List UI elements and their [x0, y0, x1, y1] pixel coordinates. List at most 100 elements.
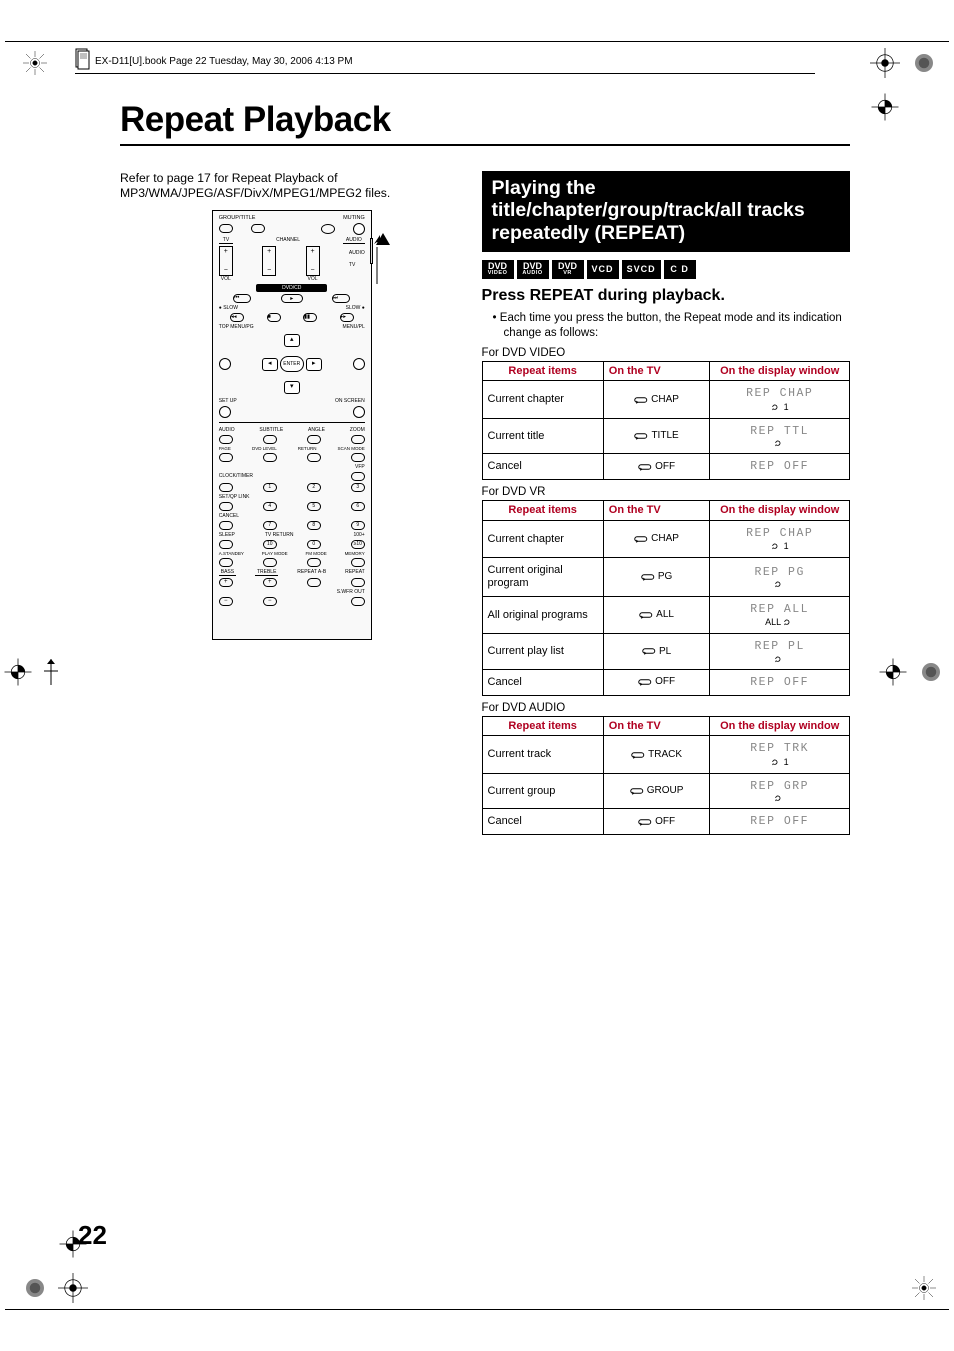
remote-control-illustration: GROUP/TITLEMUTING TVCHANNELAUDIO +−VOL +… — [212, 210, 372, 640]
remote-label: 6 — [351, 502, 365, 511]
remote-label: ZOOM — [350, 427, 365, 433]
tv-indication-cell: ALL — [603, 596, 710, 634]
repeat-table: Repeat itemsOn the TVOn the display wind… — [482, 361, 850, 481]
remote-label: TV RETURN — [265, 532, 294, 538]
remote-label: BASS — [219, 569, 236, 576]
remote-label: SET/QP LINK — [219, 494, 250, 500]
display-window-cell: REP GRP — [710, 773, 850, 808]
section-heading-box: Playing the title/chapter/group/track/al… — [482, 171, 850, 252]
repeat-icon — [771, 403, 782, 411]
right-column: Playing the title/chapter/group/track/al… — [482, 171, 850, 841]
remote-label: MUTING — [343, 215, 365, 221]
remote-label: PLAY MODE — [262, 551, 288, 556]
remote-label: TV — [219, 237, 233, 244]
remote-label: AUDIO — [219, 427, 235, 433]
remote-label: CANCEL — [219, 513, 239, 519]
header-rule — [75, 73, 815, 74]
registration-cross-icon — [870, 92, 900, 122]
repeat-icon — [771, 758, 782, 766]
registration-cross-icon — [3, 657, 33, 687]
registration-dot-icon — [20, 1273, 50, 1303]
repeat-item-cell: Cancel — [482, 669, 603, 695]
tv-indication-cell: PG — [603, 558, 710, 596]
table-header: Repeat items — [482, 501, 603, 521]
remote-label: ANGLE — [308, 427, 325, 433]
table-caption: For DVD VIDEO — [482, 347, 850, 359]
disc-badge: DVDVIDEO — [482, 260, 514, 279]
table-row: CancelOFFREP OFF — [482, 454, 849, 480]
remote-label: TOP MENU/PG — [219, 324, 254, 330]
instruction-heading: Press REPEAT during playback. — [482, 287, 850, 305]
callout-highlight — [370, 238, 373, 264]
table-row: Current play listPLREP PL — [482, 634, 849, 669]
remote-label: 3 — [351, 483, 365, 492]
display-window-cell: REP PL — [710, 634, 850, 669]
remote-label: SUBTITLE — [259, 427, 283, 433]
disc-badge: DVDAUDIO — [517, 260, 549, 279]
remote-label: S.WFR OUT — [337, 589, 365, 595]
table-header: On the display window — [710, 361, 850, 381]
repeat-item-cell: All original programs — [482, 596, 603, 634]
display-window-cell: REP TTL — [710, 418, 850, 453]
tv-indication-cell: CHAP — [603, 520, 710, 558]
table-row: Current trackTRACKREP TRK1 — [482, 736, 849, 774]
repeat-item-cell: Current track — [482, 736, 603, 774]
remote-label: REPEAT A-B — [297, 569, 326, 575]
remote-label: DVD/CD — [256, 284, 327, 292]
repeat-item-cell: Current chapter — [482, 381, 603, 419]
repeat-icon — [774, 580, 785, 588]
repeat-icon — [774, 655, 785, 663]
registration-dot-icon — [916, 657, 946, 687]
remote-label: TV — [349, 262, 365, 268]
display-window-cell: REP PG — [710, 558, 850, 596]
remote-label: SLEEP — [219, 532, 235, 538]
display-window-cell: REP ALLALL — [710, 596, 850, 634]
remote-label: REPEAT — [345, 569, 365, 575]
display-window-cell: REP OFF — [710, 809, 850, 835]
repeat-item-cell: Current play list — [482, 634, 603, 669]
display-window-cell: REP CHAP1 — [710, 520, 850, 558]
repeat-item-cell: Cancel — [482, 454, 603, 480]
remote-label: A.STANDBY — [219, 551, 244, 556]
table-row: CancelOFFREP OFF — [482, 669, 849, 695]
repeat-icon — [634, 534, 649, 544]
intro-text: Refer to page 17 for Repeat Playback of … — [120, 171, 464, 202]
remote-label: 5 — [307, 502, 321, 511]
display-window-cell: REP CHAP1 — [710, 381, 850, 419]
display-window-cell: REP TRK1 — [710, 736, 850, 774]
registration-cross-icon — [878, 657, 908, 687]
disc-badge: DVDVR — [552, 260, 584, 279]
disc-badges: DVDVIDEODVDAUDIODVDVRVCDSVCDC D — [482, 260, 850, 279]
remote-label: 0 — [307, 540, 321, 549]
repeat-icon — [641, 572, 656, 582]
repeat-item-cell: Current original program — [482, 558, 603, 596]
repeat-icon — [783, 618, 794, 626]
repeat-icon — [638, 817, 653, 827]
tv-indication-cell: GROUP — [603, 773, 710, 808]
repeat-item-cell: Current group — [482, 773, 603, 808]
table-caption: For DVD VR — [482, 486, 850, 498]
remote-label: 8 — [307, 521, 321, 530]
bullet-text: • Each time you press the button, the Re… — [482, 311, 850, 341]
repeat-item-cell: Current chapter — [482, 520, 603, 558]
remote-label: MENU/PL — [343, 324, 365, 330]
registration-target-icon — [58, 1273, 88, 1303]
remote-label: VOL — [308, 276, 318, 282]
remote-label: 9 — [351, 521, 365, 530]
disc-badge: C D — [664, 260, 696, 279]
repeat-icon — [774, 439, 785, 447]
repeat-table: Repeat itemsOn the TVOn the display wind… — [482, 500, 850, 695]
top-crop-line — [5, 41, 949, 42]
remote-label: VFP — [355, 464, 365, 470]
remote-label: MEMORY — [345, 551, 365, 556]
display-window-cell: REP OFF — [710, 454, 850, 480]
table-row: Current groupGROUPREP GRP — [482, 773, 849, 808]
remote-label: DVD LEVEL — [252, 446, 277, 451]
remote-label: AUDIO — [349, 250, 365, 256]
bottom-crop-line — [5, 1309, 949, 1310]
remote-label: PAGE — [219, 446, 231, 451]
remote-label: SLOW — [346, 305, 361, 311]
repeat-icon — [774, 794, 785, 802]
repeat-table: Repeat itemsOn the TVOn the display wind… — [482, 716, 850, 836]
repeat-icon — [634, 431, 649, 441]
